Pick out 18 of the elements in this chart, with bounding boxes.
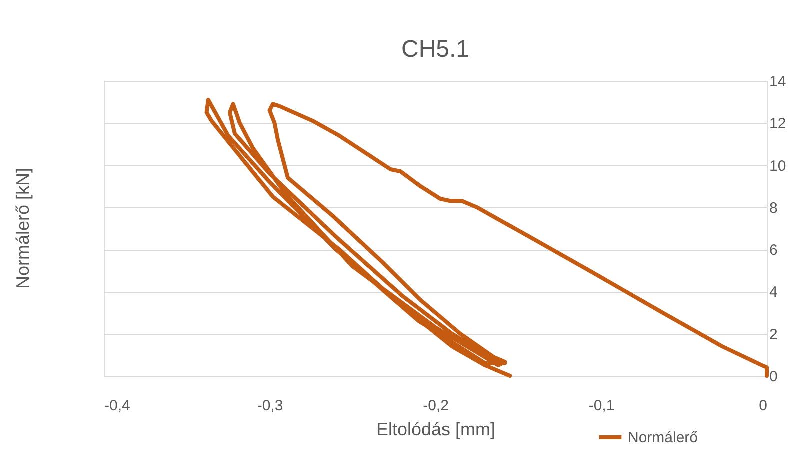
y-tick-label: 2: [770, 326, 778, 344]
x-tick-label: -0,3: [257, 398, 284, 414]
y-tick-label: 8: [770, 200, 778, 217]
y-axis-title: Normálerő [kN]: [13, 168, 33, 290]
x-tick-label: -0,4: [104, 398, 130, 414]
y-tick-label: 12: [770, 116, 786, 133]
y-tick-label: 0: [770, 368, 778, 386]
y-tick-label: 10: [770, 158, 786, 175]
x-tick-label: -0,2: [423, 398, 449, 414]
x-tick-label: -0,1: [588, 398, 615, 414]
line-series: [204, 98, 769, 378]
y-tick-label: 6: [770, 242, 778, 260]
legend-label: Normálerő: [628, 430, 698, 446]
y-tick-label: 14: [770, 74, 786, 90]
y-tick-label: 4: [770, 284, 778, 302]
x-tick-label: 0: [759, 398, 768, 414]
chart-title: CH5.1: [401, 36, 470, 63]
x-axis-title: Eltolódás [mm]: [376, 420, 496, 440]
